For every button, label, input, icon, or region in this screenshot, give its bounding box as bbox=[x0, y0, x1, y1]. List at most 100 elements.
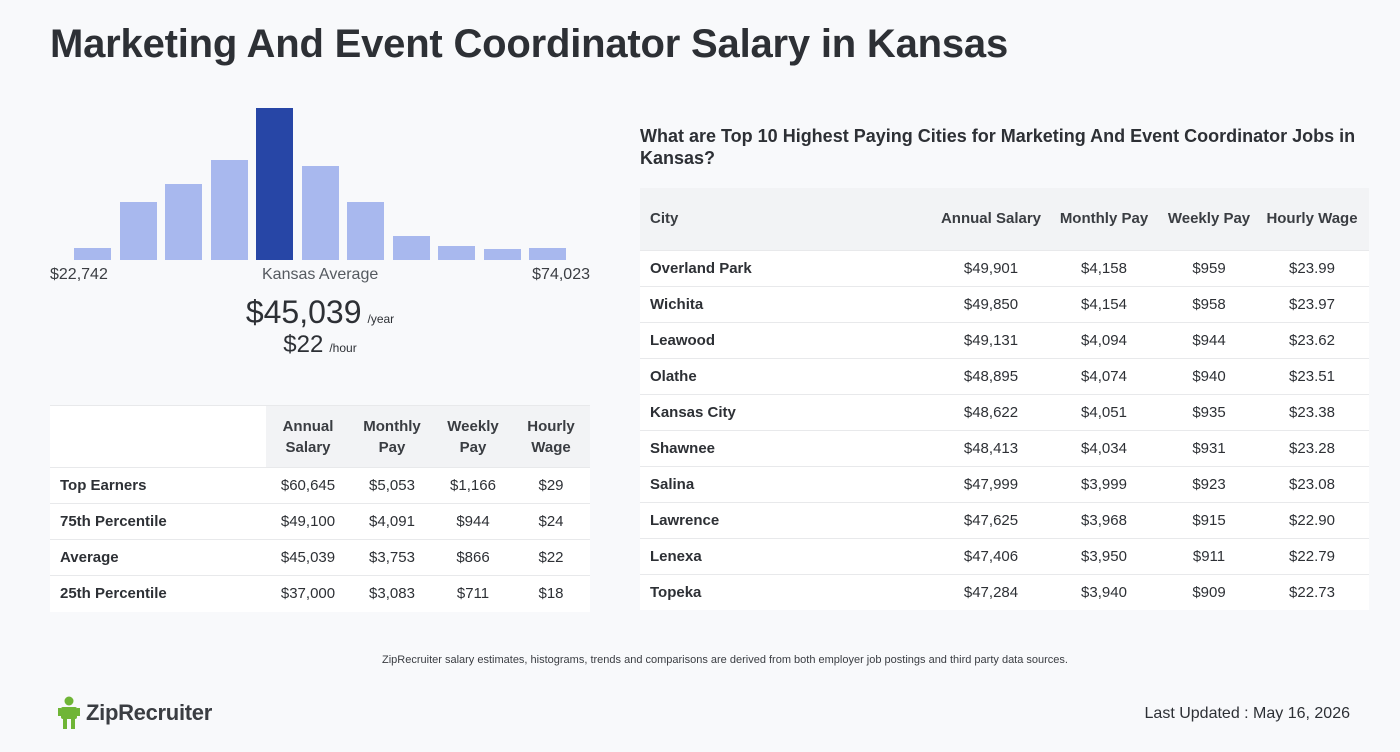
annual-salary-cell: $47,625 bbox=[963, 511, 1019, 529]
hourly-wage-cell: $23.51 bbox=[1289, 367, 1335, 385]
page-title: Marketing And Event Coordinator Salary i… bbox=[50, 22, 1009, 66]
city-name-cell: Topeka bbox=[650, 583, 702, 601]
ziprecruiter-mascot-icon bbox=[58, 696, 80, 729]
percentile-row: 25th Percentile $37,000 $3,083 $711 $18 bbox=[50, 575, 590, 612]
weekly-pay-cell: $915 bbox=[1192, 511, 1226, 529]
ziprecruiter-logo[interactable]: ZipRecruiter bbox=[58, 696, 212, 730]
header-city: City bbox=[650, 210, 679, 228]
average-hourly-salary: $22/hour bbox=[50, 331, 590, 359]
hourly-wage-cell: $23.28 bbox=[1289, 439, 1335, 457]
hourly-wage-cell: $29 bbox=[538, 477, 564, 494]
hourly-amount: $22 bbox=[283, 331, 324, 358]
cities-header-row: City Annual Salary Monthly Pay Weekly Pa… bbox=[640, 188, 1369, 250]
city-name-cell: Wichita bbox=[650, 295, 704, 313]
monthly-pay-cell: $5,053 bbox=[369, 477, 415, 494]
hourly-wage-cell: $24 bbox=[538, 513, 564, 530]
histogram-bar bbox=[165, 184, 202, 260]
annual-salary-cell: $49,131 bbox=[963, 331, 1019, 349]
monthly-pay-cell: $3,950 bbox=[1081, 547, 1127, 565]
average-yearly-salary: $45,039/year bbox=[50, 294, 590, 331]
annual-salary-cell: $47,284 bbox=[963, 583, 1019, 601]
percentile-table: Annual Salary Monthly Pay Weekly Pay Hou… bbox=[50, 405, 590, 612]
data-source-footnote: ZipRecruiter salary estimates, histogram… bbox=[382, 654, 1068, 666]
weekly-pay-cell: $711 bbox=[456, 585, 490, 603]
top-cities-table: City Annual Salary Monthly Pay Weekly Pa… bbox=[640, 188, 1369, 610]
hourly-wage-cell: $23.99 bbox=[1289, 259, 1335, 277]
annual-salary-cell: $47,999 bbox=[963, 475, 1019, 493]
weekly-pay-cell: $909 bbox=[1192, 583, 1226, 601]
percentile-row: Top Earners $60,645 $5,053 $1,166 $29 bbox=[50, 467, 590, 504]
weekly-pay-cell: $958 bbox=[1192, 295, 1226, 313]
city-name-cell: Kansas City bbox=[650, 403, 736, 421]
monthly-pay-cell: $3,940 bbox=[1081, 583, 1127, 601]
histogram-bar bbox=[392, 236, 430, 260]
weekly-pay-cell: $911 bbox=[1192, 547, 1226, 565]
city-row: Lawrence $47,625 $3,968 $915 $22.90 bbox=[640, 502, 1369, 538]
histogram-bar bbox=[347, 202, 384, 260]
monthly-pay-cell: $4,091 bbox=[369, 513, 415, 530]
header-monthly-pay: Monthly Pay bbox=[350, 405, 434, 468]
histogram-average-label: Kansas Average bbox=[262, 266, 379, 283]
hourly-wage-cell: $22.73 bbox=[1289, 583, 1335, 601]
hourly-wage-cell: $18 bbox=[538, 585, 564, 603]
city-row: Olathe $48,895 $4,074 $940 $23.51 bbox=[640, 358, 1369, 394]
header-annual-salary: Annual Salary bbox=[940, 210, 1042, 228]
hourly-wage-cell: $23.62 bbox=[1289, 331, 1335, 349]
monthly-pay-cell: $3,083 bbox=[369, 585, 415, 603]
monthly-pay-cell: $4,034 bbox=[1081, 439, 1127, 457]
hourly-wage-cell: $22 bbox=[538, 549, 564, 566]
histogram-bar bbox=[301, 166, 339, 260]
header-weekly-pay: Weekly Pay bbox=[434, 405, 512, 468]
city-row: Topeka $47,284 $3,940 $909 $22.73 bbox=[640, 574, 1369, 610]
percentile-label: Average bbox=[60, 549, 119, 566]
annual-salary-cell: $48,413 bbox=[963, 439, 1019, 457]
yearly-amount: $45,039 bbox=[245, 294, 362, 330]
city-name-cell: Lenexa bbox=[650, 547, 702, 565]
city-name-cell: Salina bbox=[650, 475, 695, 493]
annual-salary-cell: $37,000 bbox=[280, 585, 336, 603]
city-name-cell: Overland Park bbox=[650, 259, 752, 277]
percentile-header-row: Annual Salary Monthly Pay Weekly Pay Hou… bbox=[50, 405, 590, 468]
hourly-unit: /hour bbox=[329, 341, 357, 355]
histogram-max-label: $74,023 bbox=[532, 266, 590, 283]
yearly-unit: /year bbox=[367, 312, 395, 326]
header-weekly-pay: Weekly Pay bbox=[1167, 210, 1251, 228]
header-hourly-wage: Hourly Wage bbox=[512, 405, 590, 468]
city-name-cell: Olathe bbox=[650, 367, 697, 385]
histogram-bar bbox=[256, 108, 293, 260]
annual-salary-cell: $49,100 bbox=[280, 513, 336, 530]
city-name-cell: Lawrence bbox=[650, 511, 720, 529]
histogram-min-label: $22,742 bbox=[50, 266, 108, 283]
annual-salary-cell: $45,039 bbox=[280, 549, 336, 566]
hourly-wage-cell: $23.38 bbox=[1289, 403, 1335, 421]
weekly-pay-cell: $944 bbox=[1192, 331, 1226, 349]
monthly-pay-cell: $4,074 bbox=[1081, 367, 1127, 385]
city-name-cell: Shawnee bbox=[650, 439, 716, 457]
percentile-label: 75th Percentile bbox=[60, 513, 167, 530]
annual-salary-cell: $48,622 bbox=[963, 403, 1019, 421]
salary-histogram bbox=[50, 100, 590, 260]
annual-salary-cell: $47,406 bbox=[963, 547, 1019, 565]
monthly-pay-cell: $4,158 bbox=[1081, 259, 1127, 277]
monthly-pay-cell: $4,154 bbox=[1081, 295, 1127, 313]
weekly-pay-cell: $1,166 bbox=[450, 477, 496, 494]
city-row: Kansas City $48,622 $4,051 $935 $23.38 bbox=[640, 394, 1369, 430]
annual-salary-cell: $49,850 bbox=[963, 295, 1019, 313]
city-row: Lenexa $47,406 $3,950 $911 $22.79 bbox=[640, 538, 1369, 574]
monthly-pay-cell: $4,094 bbox=[1081, 331, 1127, 349]
blank-header bbox=[50, 405, 266, 468]
city-row: Wichita $49,850 $4,154 $958 $23.97 bbox=[640, 286, 1369, 322]
header-hourly-wage: Hourly Wage bbox=[1266, 210, 1358, 228]
weekly-pay-cell: $931 bbox=[1192, 439, 1226, 457]
annual-salary-cell: $49,901 bbox=[963, 259, 1019, 277]
city-row: Shawnee $48,413 $4,034 $931 $23.28 bbox=[640, 430, 1369, 466]
city-row: Leawood $49,131 $4,094 $944 $23.62 bbox=[640, 322, 1369, 358]
percentile-row: 75th Percentile $49,100 $4,091 $944 $24 bbox=[50, 503, 590, 540]
city-row: Salina $47,999 $3,999 $923 $23.08 bbox=[640, 466, 1369, 502]
header-annual-salary: Annual Salary bbox=[266, 405, 350, 468]
weekly-pay-cell: $944 bbox=[456, 513, 490, 530]
hourly-wage-cell: $22.90 bbox=[1289, 511, 1335, 529]
weekly-pay-cell: $935 bbox=[1192, 403, 1226, 421]
hourly-wage-cell: $22.79 bbox=[1289, 547, 1335, 565]
percentile-row: Average $45,039 $3,753 $866 $22 bbox=[50, 539, 590, 576]
